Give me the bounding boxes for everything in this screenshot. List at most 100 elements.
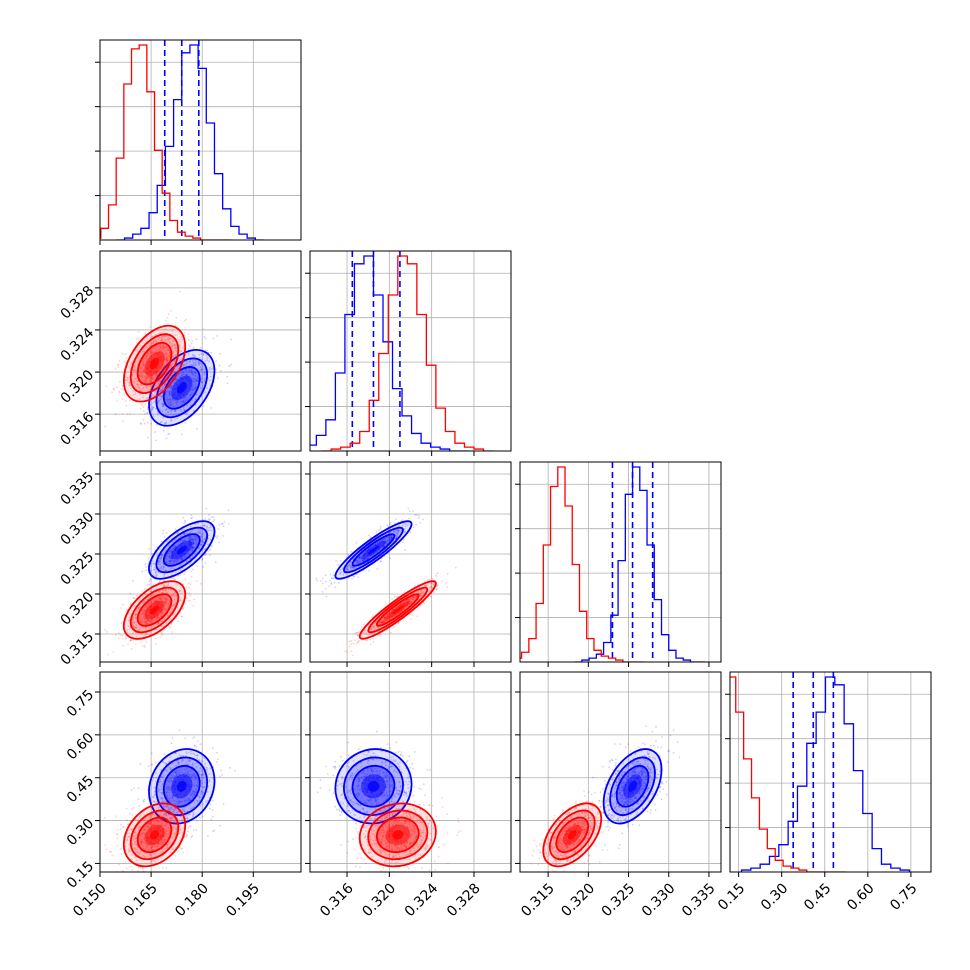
sample-point — [196, 380, 199, 382]
sample-point — [186, 763, 189, 766]
sample-point — [193, 791, 196, 793]
sample-point — [107, 653, 109, 656]
sample-point — [157, 616, 159, 619]
sample-point — [194, 535, 197, 537]
sample-point — [161, 420, 163, 423]
sample-point — [182, 397, 185, 400]
sample-point — [183, 331, 186, 334]
sample-point — [188, 360, 191, 363]
sample-point — [192, 763, 194, 765]
sample-point — [322, 577, 324, 580]
sample-point — [164, 367, 166, 370]
sample-point — [140, 374, 143, 377]
sample-point — [168, 393, 171, 396]
sample-point — [149, 379, 151, 382]
sample-point — [167, 403, 170, 405]
sample-point — [134, 391, 137, 394]
sample-point — [179, 539, 182, 542]
sample-point — [149, 326, 152, 328]
panel-content — [310, 507, 457, 657]
sample-point — [158, 347, 161, 350]
sample-point — [183, 522, 186, 524]
sample-point — [379, 633, 382, 636]
sample-point — [370, 628, 373, 630]
sample-point — [383, 616, 386, 619]
sample-point — [182, 533, 185, 536]
sample-point — [149, 600, 152, 603]
sample-point — [183, 539, 186, 542]
sample-point — [390, 535, 393, 538]
sample-point — [208, 529, 211, 532]
sample-point — [203, 371, 206, 374]
sample-point — [382, 620, 384, 622]
sample-point — [202, 541, 204, 544]
sample-point — [154, 572, 157, 574]
sample-point — [136, 380, 139, 382]
sample-point — [188, 586, 191, 589]
sample-point — [146, 386, 149, 389]
sample-point — [229, 767, 232, 769]
sample-point — [163, 597, 166, 599]
sample-point — [402, 541, 404, 544]
sample-point — [193, 380, 195, 383]
sample-point — [194, 538, 197, 541]
sample-point — [180, 800, 183, 803]
sample-point — [368, 569, 370, 572]
sample-point — [157, 382, 160, 384]
sample-point — [165, 608, 167, 611]
sample-point — [146, 623, 148, 626]
sample-point — [382, 621, 385, 624]
sample-point — [166, 817, 169, 819]
sample-point — [182, 364, 185, 366]
sample-point — [189, 760, 192, 762]
sample-point — [159, 421, 162, 424]
sample-point — [120, 828, 122, 830]
sample-point — [431, 587, 433, 589]
sample-point — [153, 569, 156, 571]
sample-point — [145, 355, 148, 357]
sample-point — [157, 783, 160, 786]
sample-point — [162, 591, 165, 594]
sample-point — [156, 622, 159, 625]
sample-point — [184, 519, 186, 522]
sample-point — [134, 378, 137, 380]
sample-point — [193, 355, 196, 357]
sample-point — [172, 593, 175, 596]
sample-point — [141, 645, 144, 647]
sample-point — [202, 328, 205, 330]
sample-point — [157, 338, 160, 341]
sample-point — [200, 362, 203, 365]
sample-point — [384, 618, 386, 621]
sample-point — [189, 537, 192, 539]
sample-point — [384, 538, 387, 541]
sample-point — [170, 742, 173, 745]
sample-point — [185, 761, 188, 764]
sample-point — [380, 621, 383, 623]
sample-point — [163, 396, 166, 398]
sample-point — [165, 763, 168, 765]
sample-point — [357, 634, 359, 637]
sample-point — [380, 621, 383, 624]
sample-point — [147, 802, 149, 805]
sample-point — [122, 352, 124, 355]
sample-point — [133, 381, 136, 384]
sample-point — [120, 607, 123, 609]
sample-point — [173, 547, 175, 549]
sample-point — [151, 618, 154, 621]
sample-point — [216, 535, 219, 537]
sample-point — [145, 605, 148, 607]
sample-point — [347, 568, 350, 571]
sample-point — [429, 585, 432, 588]
sample-point — [428, 586, 431, 589]
sample-point — [192, 541, 195, 544]
sample-point — [129, 628, 131, 630]
sample-point — [184, 802, 187, 805]
sample-point — [330, 582, 333, 584]
sample-point — [105, 848, 108, 851]
sample-point — [171, 330, 174, 332]
sample-point — [166, 814, 168, 817]
sample-point — [217, 528, 220, 530]
sample-point — [182, 607, 185, 610]
sample-point — [397, 529, 399, 532]
sample-point — [175, 764, 178, 767]
